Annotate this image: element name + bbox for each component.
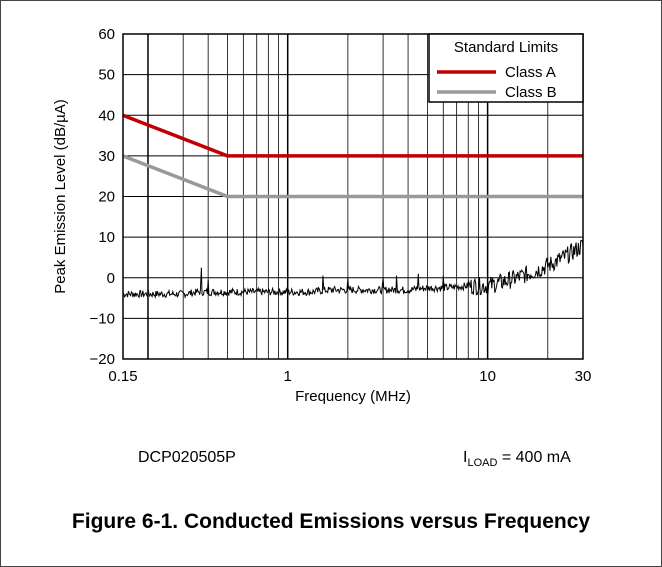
legend-title: Standard Limits <box>454 39 558 56</box>
legend-label-class-b: Class B <box>505 84 557 101</box>
emissions-chart: 60 50 40 30 20 10 0 −10 −200.15 1 10 30 Frequency (… <box>52 26 592 405</box>
x-axis-label: Frequency (MHz) <box>295 388 411 405</box>
x-tick-label: 0.15 <box>108 368 137 385</box>
x-tick-label: 1 <box>284 368 292 385</box>
y-tick-label: −10 <box>90 310 115 327</box>
y-tick-label: 30 <box>98 148 115 165</box>
series-line-class-b <box>122 154 583 199</box>
y-tick-label: 60 <box>98 26 115 43</box>
series-line-measured <box>122 239 584 300</box>
part-number: DCP020505P <box>138 449 236 466</box>
y-tick-label: −20 <box>90 351 115 368</box>
x-tick-label: 10 <box>479 368 496 385</box>
y-tick-label: 50 <box>98 67 115 84</box>
load-condition: ILOAD = 400 mA <box>463 449 571 469</box>
load-subscript: LOAD <box>467 457 498 469</box>
load-symbol: I <box>463 449 468 466</box>
plot-area-border <box>122 33 584 360</box>
y-tick-label: 0 <box>107 270 115 287</box>
tick-labels: 60 50 40 30 20 10 0 −10 −200.15 1 10 30 <box>90 26 592 385</box>
y-tick-label: 40 <box>98 107 115 124</box>
legend: Standard Limits Class A Class B <box>428 33 584 103</box>
legend-label-class-a: Class A <box>505 64 556 81</box>
load-value: = 400 mA <box>497 449 571 466</box>
figure-caption: Figure 6-1. Conducted Emissions versus F… <box>71 510 591 533</box>
series-line-class-a <box>122 113 583 158</box>
y-tick-label: 10 <box>98 229 115 246</box>
x-tick-label: 30 <box>575 368 592 385</box>
y-tick-label: 20 <box>98 189 115 206</box>
series-group <box>122 113 584 300</box>
y-axis-label: Peak Emission Level (dB/µA) <box>52 99 69 294</box>
